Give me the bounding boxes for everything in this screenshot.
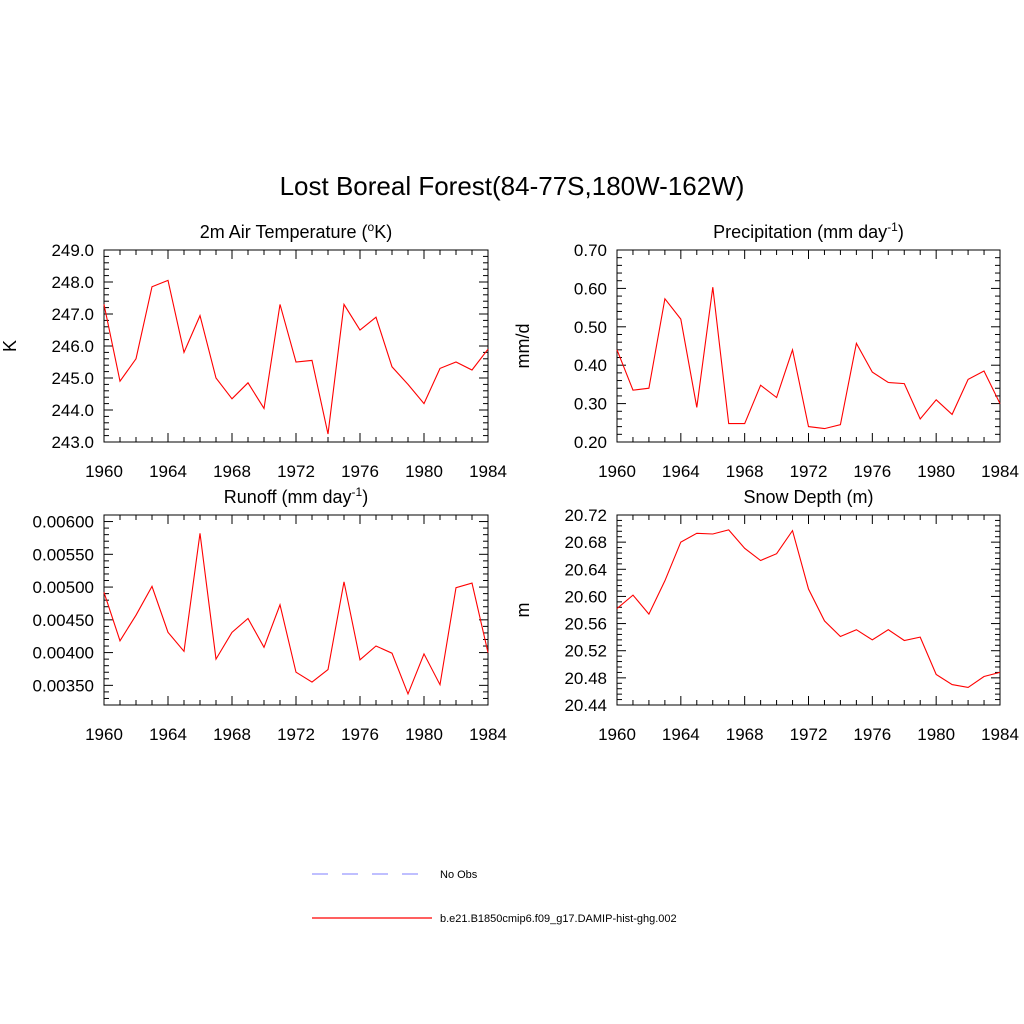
- y-tick-label: 20.68: [564, 533, 607, 552]
- y-tick-label: 245.0: [51, 369, 94, 388]
- y-tick-label: 20.56: [564, 615, 607, 634]
- y-tick-label: 249.0: [51, 241, 94, 260]
- x-tick-label: 1968: [726, 725, 764, 744]
- x-tick-label: 1984: [469, 725, 507, 744]
- y-tick-label: 0.20: [574, 433, 607, 452]
- y-tick-label: 20.48: [564, 669, 607, 688]
- x-tick-label: 1984: [981, 725, 1019, 744]
- model-series-line: [616, 529, 1001, 688]
- x-tick-label: 1972: [790, 725, 828, 744]
- legend-label: No Obs: [440, 869, 478, 881]
- precipitation-panel: 1960 1964 1968 1972 1976 1980 1984 0.20 0.30 0.40…: [513, 220, 1019, 481]
- x-tick-label: 1980: [405, 725, 443, 744]
- x-tick-label: 1964: [149, 462, 187, 481]
- y-tick-label: 20.44: [564, 696, 607, 715]
- x-tick-label: 1984: [469, 462, 507, 481]
- y-tick-label: 248.0: [51, 273, 94, 292]
- legend: No Obs b.e21.B1850cmip6.f09_g17.DAMIP-his…: [312, 869, 677, 925]
- plot-frame: [103, 249, 489, 443]
- y-tick-label: 247.0: [51, 305, 94, 324]
- plot-frame: [616, 249, 1001, 443]
- plot-frame: [616, 514, 1001, 706]
- x-tick-label: 1968: [213, 725, 251, 744]
- y-tick-label: 0.50: [574, 318, 607, 337]
- x-tick-label: 1976: [853, 725, 891, 744]
- y-axis-label: K: [0, 340, 20, 352]
- x-tick-label: 1980: [917, 462, 955, 481]
- x-tick-label: 1972: [277, 725, 315, 744]
- y-tick-label: 0.70: [574, 241, 607, 260]
- x-tick-label: 1976: [341, 462, 379, 481]
- y-tick-label: 0.00400: [33, 644, 94, 663]
- model-series-line: [616, 287, 1001, 430]
- y-tick-label: 0.60: [574, 279, 607, 298]
- y-tick-label: 0.30: [574, 395, 607, 414]
- plot-frame: [103, 514, 489, 706]
- x-tick-label: 1968: [213, 462, 251, 481]
- x-tick-label: 1980: [917, 725, 955, 744]
- panel-title: Runoff (mm day-1): [224, 485, 368, 507]
- x-tick-label: 1960: [85, 725, 123, 744]
- y-axis-label: mm/d: [513, 324, 533, 369]
- y-tick-label: 20.60: [564, 587, 607, 606]
- y-tick-label: 246.0: [51, 337, 94, 356]
- y-tick-label: 0.00450: [33, 611, 94, 630]
- y-tick-label: 20.64: [564, 560, 607, 579]
- y-tick-label: 0.00500: [33, 578, 94, 597]
- y-tick-label: 20.52: [564, 642, 607, 661]
- x-tick-label: 1972: [790, 462, 828, 481]
- snow-depth-panel: 1960 1964 1968 1972 1976 1980 1984 20.44 20.48 20…: [513, 487, 1019, 744]
- panel-title: 2m Air Temperature (oK): [200, 220, 392, 242]
- x-tick-label: 1972: [277, 462, 315, 481]
- y-tick-label: 0.40: [574, 356, 607, 375]
- x-tick-label: 1960: [598, 462, 636, 481]
- y-tick-label: 0.00550: [33, 545, 94, 564]
- model-series-line: [103, 533, 489, 696]
- y-tick-label: 0.00350: [33, 676, 94, 695]
- model-series-line: [103, 279, 489, 435]
- panel-title: Snow Depth (m): [743, 487, 873, 507]
- y-tick-label: 244.0: [51, 401, 94, 420]
- x-tick-label: 1964: [149, 725, 187, 744]
- y-axis-label: m: [513, 603, 533, 618]
- x-tick-label: 1980: [405, 462, 443, 481]
- temperature-panel: 1960 1964 1968 1972 1976 1980 1984 243.0 244.0 24…: [0, 220, 507, 481]
- x-tick-label: 1964: [662, 725, 700, 744]
- panel-title: Precipitation (mm day-1): [713, 220, 904, 242]
- x-tick-label: 1968: [726, 462, 764, 481]
- y-tick-label: 20.72: [564, 506, 607, 525]
- x-tick-label: 1984: [981, 462, 1019, 481]
- x-tick-label: 1960: [598, 725, 636, 744]
- x-tick-label: 1960: [85, 462, 123, 481]
- runoff-panel: 1960 1964 1968 1972 1976 1980 1984 0.00350 0.004…: [33, 485, 507, 744]
- figure-title: Lost Boreal Forest(84-77S,180W-162W): [280, 171, 745, 201]
- x-tick-label: 1976: [341, 725, 379, 744]
- legend-label: b.e21.B1850cmip6.f09_g17.DAMIP-hist-ghg.…: [440, 913, 677, 925]
- x-tick-label: 1976: [853, 462, 891, 481]
- y-tick-label: 243.0: [51, 433, 94, 452]
- y-tick-label: 0.00600: [33, 513, 94, 532]
- x-tick-label: 1964: [662, 462, 700, 481]
